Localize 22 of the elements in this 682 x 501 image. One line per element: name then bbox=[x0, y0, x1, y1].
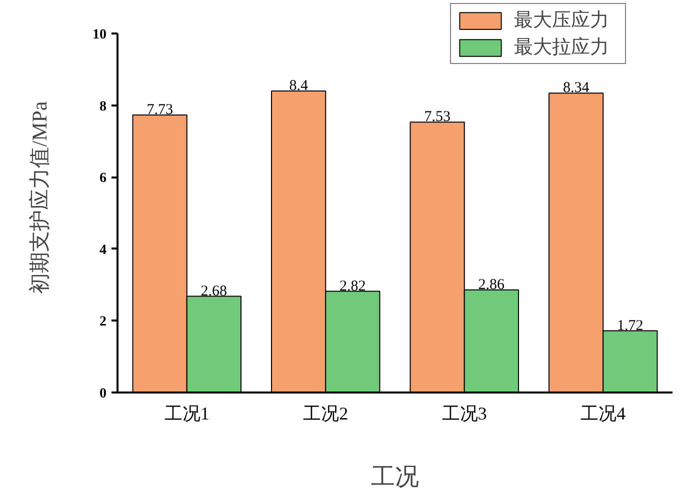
x-tick-label: 工况2 bbox=[303, 404, 348, 424]
y-tick-label: 2 bbox=[100, 314, 106, 330]
x-tick-label: 工况3 bbox=[442, 404, 487, 424]
y-tick-label: 6 bbox=[100, 171, 106, 186]
legend-label: 最大拉应力 bbox=[514, 36, 610, 60]
data-label: 7.53 bbox=[424, 109, 450, 126]
data-label: 2.86 bbox=[478, 276, 506, 293]
x-tick-label: 工况4 bbox=[580, 404, 626, 424]
data-label: 8.34 bbox=[562, 80, 590, 96]
data-label: 7.73 bbox=[146, 102, 173, 118]
x-tick-label: 工况1 bbox=[164, 404, 210, 424]
y-axis-title: 初期支护应力值/MPa bbox=[28, 100, 52, 294]
data-label: 1.72 bbox=[617, 318, 644, 334]
data-label: 8.4 bbox=[289, 78, 308, 94]
legend-label: 最大压应力 bbox=[514, 9, 610, 33]
y-tick-label: 10 bbox=[92, 28, 106, 42]
data-label: 2.82 bbox=[340, 278, 366, 294]
y-tick-label: 8 bbox=[100, 99, 106, 114]
data-label: 2.68 bbox=[200, 283, 228, 300]
y-tick-label: 4 bbox=[100, 242, 106, 258]
x-axis-title: 工况 bbox=[371, 464, 419, 490]
y-tick-label: 0 bbox=[100, 386, 106, 402]
